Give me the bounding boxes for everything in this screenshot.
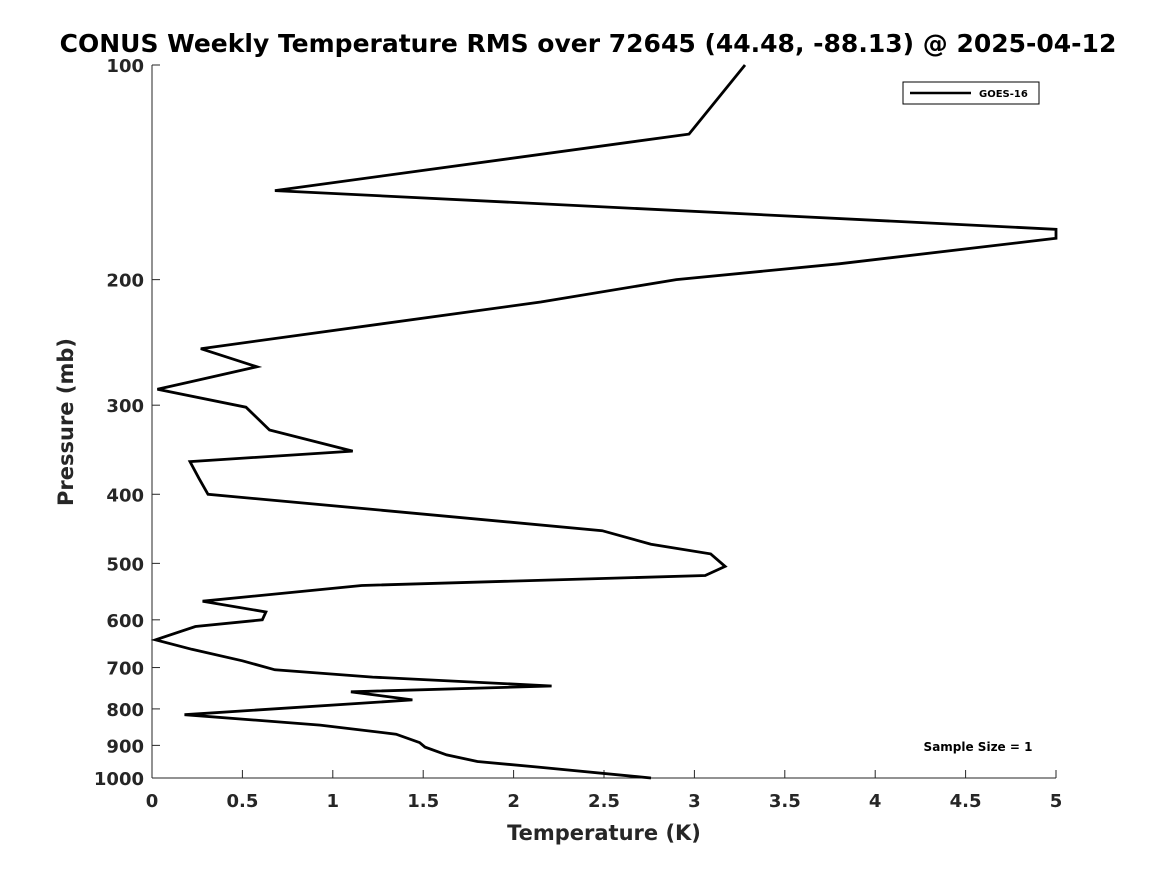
x-tick-label: 0.5 [226,791,258,812]
x-tick-label: 1 [327,791,340,812]
x-tick-label: 4 [869,791,882,812]
x-axis-label: Temperature (K) [507,821,701,845]
chart-title: CONUS Weekly Temperature RMS over 72645 … [60,29,1117,58]
x-tick-label: 0 [146,791,159,812]
legend-entry-goes-16: GOES-16 [979,89,1028,100]
x-tick-label: 2 [507,791,520,812]
sample-size-annotation: Sample Size = 1 [924,740,1033,754]
y-tick-label: 400 [106,485,144,506]
y-tick-label: 300 [106,396,144,417]
y-axis-label: Pressure (mb) [54,338,78,506]
series-line-goes-16 [150,64,1058,780]
legend: GOES-16 [902,81,1040,105]
y-tick-label: 200 [106,271,144,292]
y-tick-label: 800 [106,700,144,721]
y-axis-ticks: 100 200 300 400 500 600 700 800 900 1000 [94,56,160,790]
series-layer [150,64,1058,780]
x-tick-label: 4.5 [950,791,982,812]
x-tick-label: 5 [1050,791,1063,812]
x-axis-ticks: 0 0.5 1 1.5 2 2.5 3 3.5 4 4.5 5 [146,770,1063,812]
y-tick-label: 700 [106,659,144,680]
y-tick-label: 100 [106,56,144,77]
y-tick-label: 600 [106,611,144,632]
y-tick-label: 1000 [94,769,144,790]
x-tick-label: 3.5 [769,791,801,812]
y-tick-label: 900 [106,736,144,757]
x-tick-label: 3 [688,791,701,812]
x-tick-label: 2.5 [588,791,620,812]
y-tick-label: 500 [106,554,144,575]
x-tick-label: 1.5 [407,791,439,812]
